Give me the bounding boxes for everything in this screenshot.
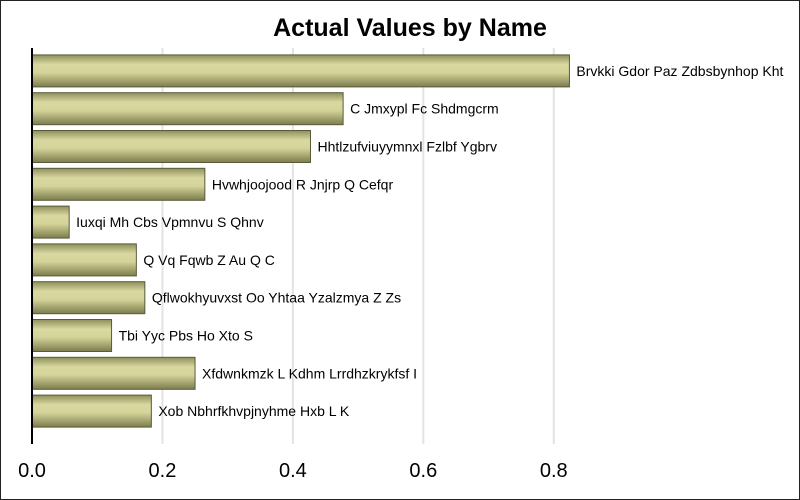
bar-category-label: Tbi Yyc Pbs Ho Xto S [119,328,253,344]
bar [31,319,113,352]
bar [31,205,70,239]
bar [31,54,570,88]
chart-title: Actual Values by Name [273,14,547,42]
bar [31,92,344,126]
x-tick-label: 0.0 [18,460,46,482]
bar-category-label: Qflwokhyuvxst Oo Yhtaa Yzalzmya Z Zs [152,290,401,306]
bar-category-label: Q Vq Fqwb Z Au Q C [143,252,275,268]
bar-category-label: Brvkki Gdor Paz Zdbsbynhop Kht [576,63,783,79]
x-axis-tick-labels: 0.0 0.2 0.4 0.6 0.8 [18,460,568,482]
bar [31,167,206,201]
bar-category-label: Xfdwnkmzk L Kdhm Lrrdhzkrykfsf I [202,365,417,381]
bar-labels: Brvkki Gdor Paz Zdbsbynhop Kht C Jmxypl F… [76,63,783,419]
bar-category-label: C Jmxypl Fc Shdmgcrm [350,101,499,117]
x-tick-label: 0.2 [149,460,177,482]
x-tick-label: 0.4 [279,460,307,482]
bar [31,243,137,277]
bar-category-label: Iuxqi Mh Cbs Vpmnvu S Qhnv [76,214,264,230]
bar-category-label: Hhtlzufviuyymnxl Fzlbf Ygbrv [317,139,496,155]
bar [31,281,146,315]
bar [31,394,152,428]
x-tick-label: 0.8 [540,460,568,482]
bar-category-label: Xob Nbhrfkhvpjnyhme Hxb L K [158,403,350,419]
bars [31,54,570,428]
bar [31,130,311,163]
x-tick-label: 0.6 [409,460,437,482]
bar [31,356,196,390]
bar-category-label: Hvwhjoojood R Jnjrp Q Cefqr [212,176,394,192]
